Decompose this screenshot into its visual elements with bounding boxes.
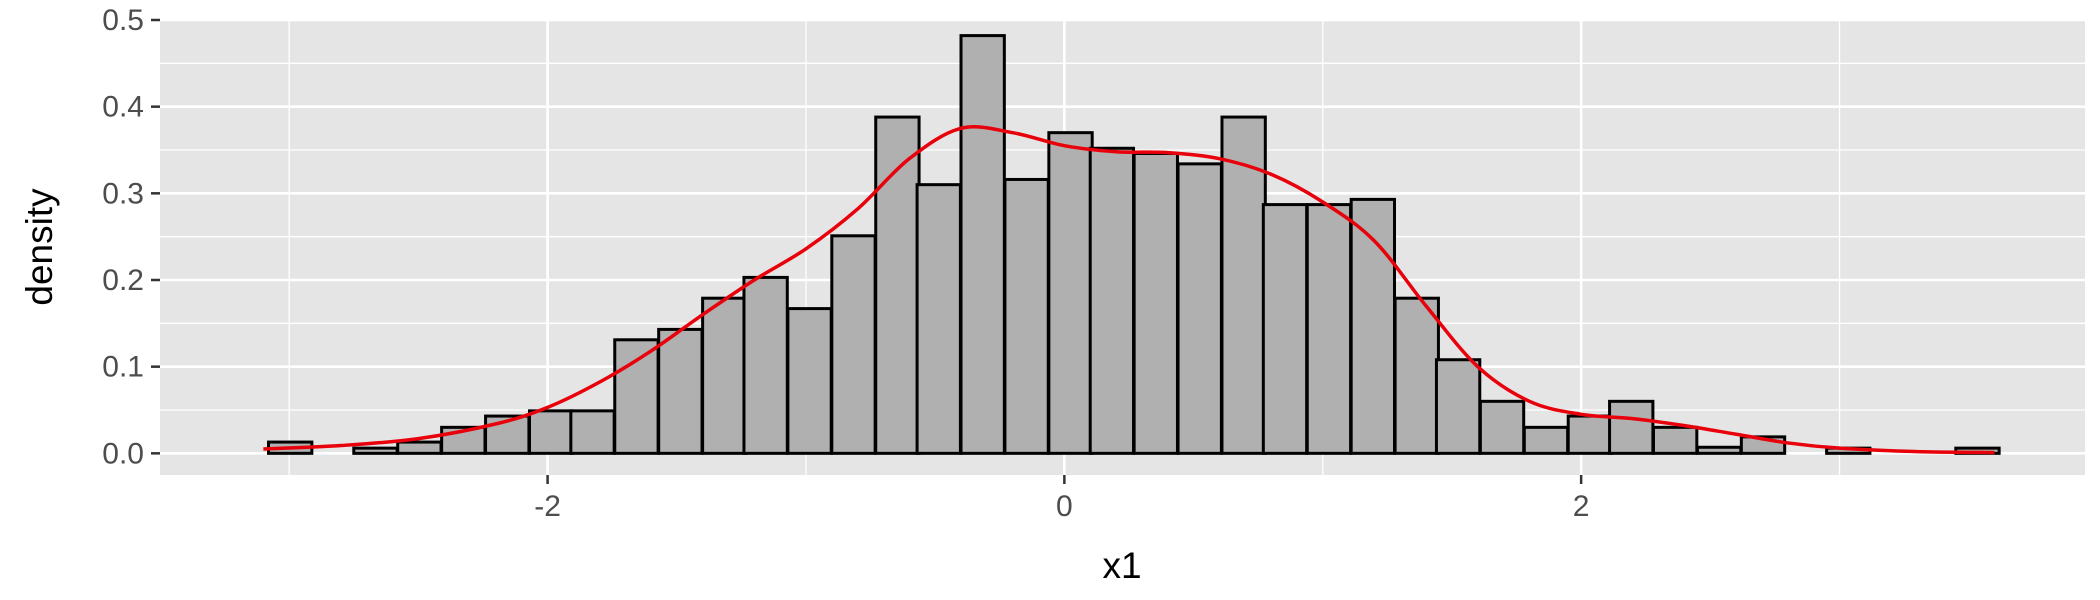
histogram-bar [1261,203,1309,455]
x-tick-label: 0 [1056,490,1073,523]
histogram-bar [874,115,921,455]
y-axis-ticks: 0.0 0.1 0.2 0.3 0.4 0.5 [102,4,160,470]
y-tick-label: 0.4 [102,91,144,124]
histogram-bar [1003,177,1050,455]
y-tick-label: 0.5 [102,4,144,37]
histogram-bar [786,307,833,455]
histogram-bar [742,275,789,455]
y-tick-label: 0.2 [102,264,144,297]
histogram-bar [1047,131,1094,455]
histogram-bar [1566,414,1614,455]
y-tick-label: 0.1 [102,351,144,384]
histogram-bar [1176,162,1223,455]
histogram-bar [1434,358,1482,455]
histogram-bar [1695,445,1743,455]
histogram-bar [1393,296,1440,455]
y-tick-label: 0.3 [102,177,144,210]
histogram-bar [657,327,704,455]
y-tick-label: 0.0 [102,437,144,470]
histogram-bar [701,296,748,455]
histogram-bar [830,234,877,455]
histogram-bar [1132,151,1179,455]
histogram-bar [352,446,399,455]
histogram-bar [527,409,575,455]
x-axis-title: x1 [1102,545,1141,586]
density-curve [263,125,1995,455]
histogram-bar [1608,399,1655,455]
histogram-bars [267,34,2001,455]
histogram-bar [1651,425,1699,455]
histogram-bar [1305,203,1353,455]
histogram-bar [1088,146,1136,455]
histogram-bar [959,34,1006,455]
histogram-bar [1522,425,1570,455]
x-tick-label: 2 [1573,490,1590,523]
histogram-bar [396,440,443,455]
y-axis-title: density [19,188,60,306]
histogram-bar [915,183,962,455]
histogram-bar [613,338,660,455]
histogram-bar [569,409,616,455]
histogram-bar [1220,115,1267,455]
x-tick-label: -2 [534,490,561,523]
histogram-bar [1478,399,1526,455]
x-axis-ticks: -2 0 2 [534,475,1589,523]
